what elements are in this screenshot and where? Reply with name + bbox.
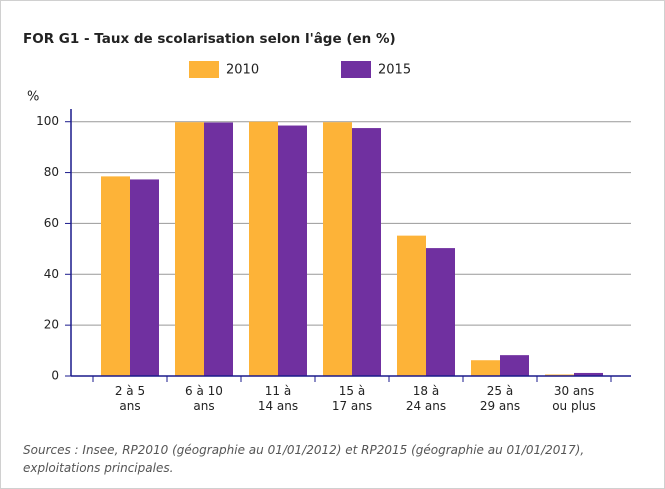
x-tick-label: 25 à 29 ans — [479, 384, 521, 413]
x-tick-label: 30 ans ou plus — [552, 384, 596, 413]
bar — [574, 372, 603, 376]
y-tick-label: 40 — [44, 267, 59, 281]
x-tick-label: 18 à 24 ans — [405, 384, 447, 413]
x-tick-label: 11 à 14 ans — [257, 384, 299, 413]
y-tick-label: 100 — [36, 114, 59, 128]
y-axis-label: % — [27, 90, 39, 105]
bar — [249, 121, 278, 376]
x-tick-label: 2 à 5 ans — [114, 384, 146, 413]
bar — [426, 248, 455, 376]
source-note: Sources : Insee, RP2010 (géographie au 0… — [23, 443, 585, 475]
y-tick-label: 80 — [44, 165, 59, 179]
legend-swatch — [341, 61, 371, 78]
x-tick-label: 15 à 17 ans — [331, 384, 373, 413]
y-tick-label: 60 — [44, 216, 59, 230]
bar — [545, 374, 574, 376]
bar — [323, 122, 352, 376]
bar — [101, 176, 130, 376]
bar — [500, 355, 529, 376]
legend-swatch — [189, 61, 219, 78]
bar — [278, 125, 307, 377]
chart-title: FOR G1 - Taux de scolarisation selon l'â… — [23, 31, 396, 47]
bar — [175, 122, 204, 376]
y-tick-label: 0 — [51, 369, 59, 383]
bar — [204, 122, 233, 376]
legend-label: 2015 — [378, 63, 411, 78]
y-tick-label: 20 — [44, 318, 59, 332]
bar — [352, 128, 381, 376]
legend-label: 2010 — [226, 63, 259, 78]
x-tick-label: 6 à 10 ans — [185, 384, 223, 413]
bar — [471, 360, 500, 376]
bar — [397, 235, 426, 376]
bar — [130, 179, 159, 376]
